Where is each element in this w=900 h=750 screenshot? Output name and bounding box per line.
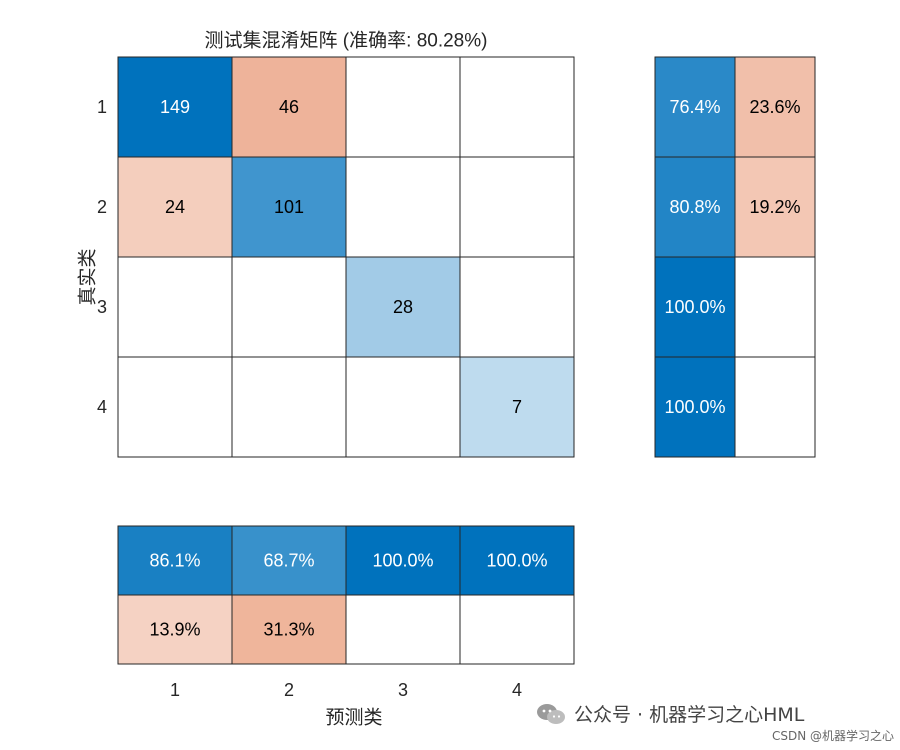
column-tick-label: 2	[284, 680, 294, 700]
matrix-cell	[231, 56, 347, 158]
row-summary-cell	[734, 56, 816, 158]
column-summary-cell	[459, 594, 575, 665]
row-summary-cell	[734, 156, 816, 258]
chart-title: 测试集混淆矩阵 (准确率: 80.28%)	[205, 30, 488, 52]
matrix-cell	[231, 256, 347, 358]
column-summary-value: 86.1%	[149, 551, 200, 571]
row-summary-value: 100.0%	[664, 297, 725, 317]
matrix-cell	[231, 156, 347, 258]
matrix-cell	[345, 156, 461, 258]
column-tick-label: 3	[398, 680, 408, 700]
matrix-cell	[231, 356, 347, 458]
matrix-cell	[117, 56, 233, 158]
y-axis-label: 真实类	[77, 248, 99, 305]
cell-value: 149	[160, 97, 190, 117]
column-summary-cell	[345, 594, 461, 665]
row-tick-label: 4	[97, 397, 107, 417]
row-tick-label: 2	[97, 197, 107, 217]
wechat-icon	[537, 703, 565, 724]
matrix-cell	[459, 156, 575, 258]
row-summary-value: 100.0%	[664, 397, 725, 417]
watermark-main-text: 公众号 · 机器学习之心HML	[574, 704, 805, 726]
matrix-cell	[459, 256, 575, 358]
row-summary-cell	[654, 356, 736, 458]
row-summary-cell	[654, 256, 736, 358]
row-summary-value: 19.2%	[749, 197, 800, 217]
matrix-cell	[459, 56, 575, 158]
matrix-cell	[117, 356, 233, 458]
column-summary-value: 100.0%	[486, 551, 547, 571]
column-summary-cell	[231, 594, 347, 665]
matrix-cell	[345, 256, 461, 358]
column-tick-label: 4	[512, 680, 522, 700]
row-summary-value: 76.4%	[669, 97, 720, 117]
row-summary-cell	[654, 156, 736, 258]
row-summary-value: 80.8%	[669, 197, 720, 217]
row-summary-value: 23.6%	[749, 97, 800, 117]
cell-value: 101	[274, 197, 304, 217]
row-tick-label: 1	[97, 97, 107, 117]
cell-value: 28	[393, 297, 413, 317]
column-summary-cell	[345, 525, 461, 596]
matrix-cell	[117, 156, 233, 258]
column-summary-cell	[117, 525, 233, 596]
matrix-cell	[117, 256, 233, 358]
cell-value: 24	[165, 197, 185, 217]
column-summary-value: 68.7%	[263, 551, 314, 571]
x-axis-label: 预测类	[325, 707, 382, 729]
column-summary-value: 31.3%	[263, 620, 314, 640]
column-summary-value: 13.9%	[149, 620, 200, 640]
column-summary-cell	[117, 594, 233, 665]
watermark-sub: CSDN @机器学习之心	[771, 729, 894, 743]
column-tick-label: 1	[170, 680, 180, 700]
row-summary-cell	[734, 256, 816, 358]
matrix-cell	[345, 356, 461, 458]
column-summary-cell	[459, 525, 575, 596]
row-summary-cell	[734, 356, 816, 458]
watermark-main: 公众号 · 机器学习之心HML	[536, 700, 804, 727]
cell-value: 7	[512, 397, 522, 417]
column-summary-value: 100.0%	[372, 551, 433, 571]
row-tick-label: 3	[97, 297, 107, 317]
cell-value: 46	[279, 97, 299, 117]
matrix-cell	[345, 56, 461, 158]
matrix-cell	[459, 356, 575, 458]
